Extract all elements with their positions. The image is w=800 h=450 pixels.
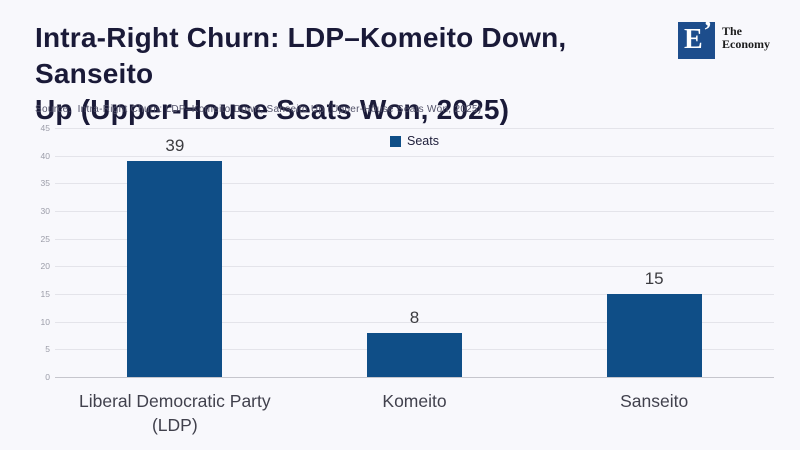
y-tick-label: 30 (40, 206, 50, 216)
y-tick-label: 15 (40, 289, 50, 299)
y-tick-label: 20 (40, 261, 50, 272)
source-label: Source: (35, 104, 72, 115)
logo-apostrophe-icon: ’ (703, 16, 712, 45)
legend-swatch-icon (390, 135, 402, 147)
gridline (55, 211, 774, 212)
bar-value-label: 8 (409, 307, 420, 327)
chart-title: Intra-Right Churn: LDP–Komeito Down, San… (35, 20, 680, 128)
y-tick-label: 10 (40, 316, 50, 327)
y-tick-label: 0 (45, 372, 50, 382)
gridline (55, 294, 774, 295)
logo-brand-name: The Economy (722, 25, 770, 51)
y-tick-label: 40 (40, 150, 50, 161)
chart-title-line1: Intra-Right Churn: LDP–Komeito Down, San… (35, 22, 567, 89)
plot-area: 39 8 15 Seats (55, 128, 774, 378)
y-tick-label: 25 (40, 233, 50, 244)
gridline (55, 128, 774, 129)
category-label-text: Sanseito (620, 391, 689, 411)
chart-title-line2: Up (Upper-House Seats Won, 2025) (35, 94, 510, 125)
bar-slot: 39 (55, 128, 295, 377)
y-axis: 45 40 35 30 25 20 15 10 5 0 (0, 123, 50, 382)
y-tick-label: 45 (40, 123, 50, 133)
logo-brand-line1: The (722, 24, 743, 38)
bar (606, 294, 702, 377)
gridline (55, 155, 774, 157)
gridline (55, 183, 774, 185)
logo-letter: E (684, 24, 703, 55)
category-label-text: Liberal Democratic Party (LDP) (79, 391, 271, 435)
bar-value-label: 39 (165, 136, 185, 156)
category-label: Komeito (295, 389, 535, 437)
brand-logo: E ’ The Economy (678, 16, 770, 59)
bar-slot: 15 (534, 128, 774, 377)
gridline (55, 321, 774, 323)
y-tick-label: 35 (40, 178, 50, 189)
gridline (55, 238, 774, 240)
bars-container: 39 8 15 (55, 128, 774, 377)
source-line: Source: Intra-Right Churn: LDP–Komeito Do… (35, 104, 482, 115)
category-label: Liberal Democratic Party (LDP) (55, 389, 295, 437)
source-text: Intra-Right Churn: LDP–Komeito Down, San… (77, 104, 482, 115)
category-label-text: Komeito (382, 391, 447, 411)
bar-value-label: 15 (644, 269, 664, 289)
logo-brand-line2: Economy (722, 37, 770, 51)
gridline (55, 266, 774, 268)
bar-slot: 8 (295, 128, 535, 377)
x-axis-labels: Liberal Democratic Party (LDP) Komeito San… (55, 389, 774, 437)
y-tick-label: 5 (45, 344, 50, 355)
legend-label: Seats (407, 134, 439, 148)
bar (127, 161, 223, 377)
logo-mark-box: E ’ (678, 16, 715, 59)
category-label: Sanseito (534, 389, 774, 437)
legend: Seats (55, 134, 774, 148)
bar (367, 332, 462, 377)
x-axis-line (55, 377, 774, 378)
